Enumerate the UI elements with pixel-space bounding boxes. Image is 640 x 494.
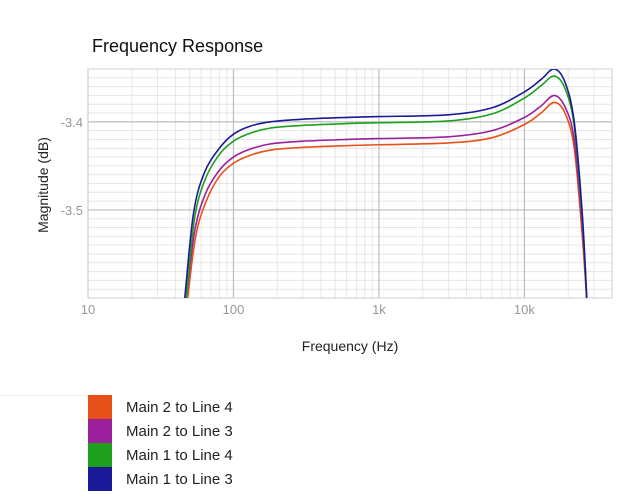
series-line-2 <box>185 75 588 298</box>
plot-frame <box>87 68 613 299</box>
legend-swatch <box>88 395 126 419</box>
legend-swatch <box>88 419 126 443</box>
legend: Main 2 to Line 4 Main 2 to Line 3 Main 1… <box>88 395 233 491</box>
legend-item-main1-line4: Main 1 to Line 4 <box>88 443 233 467</box>
x-tick-label: 10k <box>514 302 535 317</box>
y-tick-label: -3.4 <box>61 115 83 130</box>
series-line-1 <box>185 94 588 298</box>
series-line-0 <box>186 101 588 298</box>
legend-divider <box>0 395 120 396</box>
x-tick-label: 1k <box>372 302 386 317</box>
x-tick-label: 10 <box>81 302 95 317</box>
y-tick-label: -3.5 <box>61 203 83 218</box>
legend-label: Main 1 to Line 4 <box>126 446 233 464</box>
y-axis-label: Magnitude (dB) <box>35 137 51 233</box>
legend-label: Main 2 to Line 3 <box>126 422 233 440</box>
legend-item-main2-line4: Main 2 to Line 4 <box>88 395 233 419</box>
x-axis-label: Frequency (Hz) <box>302 338 398 354</box>
x-tick-label: 100 <box>223 302 245 317</box>
legend-swatch <box>88 467 126 491</box>
plot-area: 10 100 1k 10k -3.4 -3.5 <box>61 68 613 317</box>
legend-label: Main 2 to Line 4 <box>126 398 233 416</box>
legend-label: Main 1 to Line 3 <box>126 470 233 488</box>
chart-title: Frequency Response <box>92 36 263 56</box>
legend-swatch <box>88 443 126 467</box>
legend-item-main1-line3: Main 1 to Line 3 <box>88 467 233 491</box>
legend-item-main2-line3: Main 2 to Line 3 <box>88 419 233 443</box>
series-line-3 <box>184 69 588 298</box>
